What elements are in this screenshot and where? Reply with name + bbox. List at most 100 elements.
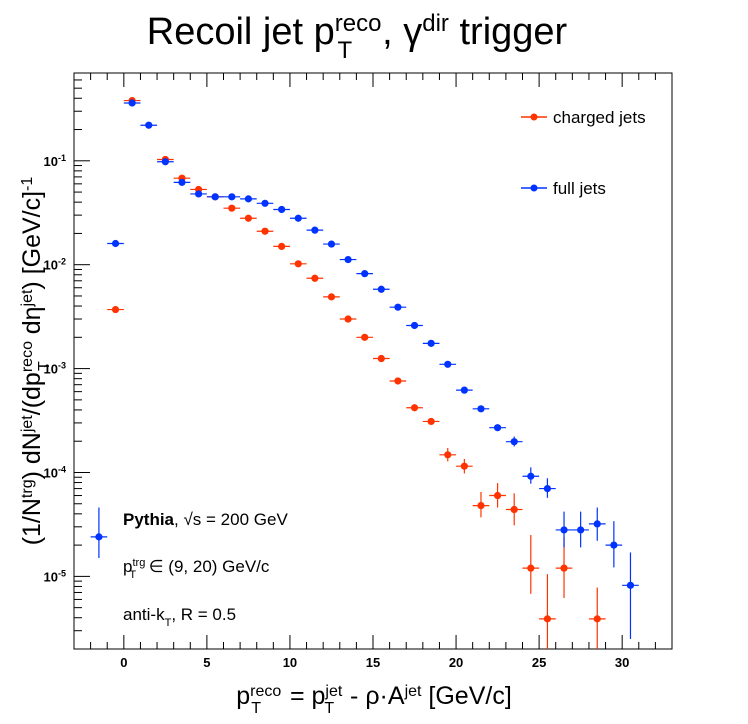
marker bbox=[194, 190, 203, 198]
marker bbox=[560, 526, 568, 534]
marker bbox=[95, 533, 103, 541]
annotation-jet-algorithm: anti-kT, R = 0.5 bbox=[123, 605, 236, 629]
marker bbox=[460, 386, 468, 394]
data-point bbox=[273, 205, 290, 214]
x-tick-label: 20 bbox=[449, 655, 463, 670]
data-point bbox=[240, 214, 257, 222]
y-tick-label: 10-1 bbox=[44, 153, 66, 169]
data-point bbox=[406, 321, 423, 330]
x-tick-label: 15 bbox=[366, 655, 380, 670]
x-tick-label: 5 bbox=[203, 655, 210, 670]
data-marks bbox=[90, 96, 639, 649]
data-point bbox=[356, 333, 373, 341]
marker bbox=[228, 204, 236, 212]
data-point bbox=[588, 587, 606, 649]
legend-charged-marker bbox=[530, 113, 538, 121]
legend-full-marker bbox=[530, 184, 538, 192]
series-full-jets bbox=[90, 99, 639, 639]
marker bbox=[510, 505, 518, 514]
marker bbox=[610, 541, 618, 549]
marker bbox=[543, 484, 552, 493]
x-tick-label: 10 bbox=[283, 655, 297, 670]
data-point bbox=[572, 511, 589, 548]
marker bbox=[394, 377, 402, 385]
data-point bbox=[289, 260, 307, 268]
marker bbox=[311, 226, 319, 234]
marker bbox=[493, 424, 502, 432]
marker bbox=[410, 321, 419, 330]
marker bbox=[593, 615, 601, 623]
data-point bbox=[289, 214, 307, 222]
data-point bbox=[555, 511, 573, 548]
data-point bbox=[439, 360, 457, 368]
marker bbox=[178, 178, 186, 186]
marker bbox=[593, 520, 601, 528]
data-point bbox=[123, 99, 141, 107]
marker bbox=[361, 270, 369, 278]
marker bbox=[327, 293, 336, 301]
data-point bbox=[522, 467, 540, 484]
data-point bbox=[223, 204, 241, 212]
marker bbox=[577, 526, 585, 534]
marker bbox=[527, 472, 535, 480]
data-point bbox=[323, 293, 340, 301]
data-point bbox=[90, 507, 108, 559]
data-point bbox=[157, 158, 174, 166]
legend-full-label: full jets bbox=[553, 179, 606, 198]
data-point bbox=[306, 274, 324, 282]
legend-charged-label: charged jets bbox=[553, 108, 646, 127]
data-point bbox=[472, 491, 490, 518]
data-point bbox=[107, 239, 124, 248]
marker bbox=[626, 581, 635, 589]
marker bbox=[311, 274, 319, 282]
marker bbox=[361, 333, 369, 341]
marker bbox=[410, 404, 419, 412]
data-point bbox=[489, 424, 506, 432]
marker bbox=[560, 564, 568, 572]
data-point bbox=[456, 386, 473, 394]
data-point bbox=[273, 242, 290, 251]
marker bbox=[111, 305, 120, 314]
data-point bbox=[323, 240, 340, 248]
data-point bbox=[107, 305, 124, 314]
marker bbox=[344, 315, 352, 323]
marker bbox=[278, 205, 286, 214]
marker bbox=[377, 354, 385, 363]
data-point bbox=[223, 193, 241, 201]
marker bbox=[128, 99, 136, 107]
chart-title: Recoil jet preco T, γdir trigger bbox=[147, 10, 568, 64]
marker bbox=[444, 360, 452, 368]
data-point bbox=[240, 195, 257, 203]
data-point bbox=[505, 493, 523, 526]
data-point bbox=[356, 270, 373, 278]
data-point bbox=[190, 190, 207, 198]
data-point bbox=[389, 303, 407, 311]
data-point bbox=[522, 535, 540, 594]
data-point bbox=[489, 483, 506, 508]
marker bbox=[327, 240, 336, 248]
marker bbox=[427, 339, 435, 347]
y-axis-label: (1/Ntrg) dNjet/(dprecoT dηjet) [GeV/c]-1 bbox=[18, 177, 53, 546]
marker bbox=[543, 615, 552, 623]
data-point bbox=[373, 285, 390, 293]
data-point bbox=[439, 448, 457, 462]
data-point bbox=[339, 255, 357, 264]
data-point bbox=[373, 354, 390, 363]
data-point bbox=[422, 417, 440, 426]
data-point bbox=[389, 377, 407, 385]
y-tick-label: 10-4 bbox=[44, 464, 66, 480]
marker bbox=[278, 242, 286, 251]
data-point bbox=[588, 507, 606, 541]
data-point bbox=[422, 339, 440, 347]
x-tick-label: 30 bbox=[615, 655, 629, 670]
legend: charged jets full jets bbox=[521, 108, 646, 198]
axis-ticks: 0 5 10 15 20 25 30 10-1 10-2 10-3 10-4 10-5 bbox=[44, 73, 673, 670]
marker bbox=[377, 285, 385, 293]
data-point bbox=[140, 121, 158, 129]
data-point bbox=[456, 458, 473, 474]
x-tick-label: 25 bbox=[532, 655, 546, 670]
marker bbox=[510, 438, 518, 446]
marker bbox=[527, 564, 535, 572]
marker bbox=[427, 417, 435, 426]
